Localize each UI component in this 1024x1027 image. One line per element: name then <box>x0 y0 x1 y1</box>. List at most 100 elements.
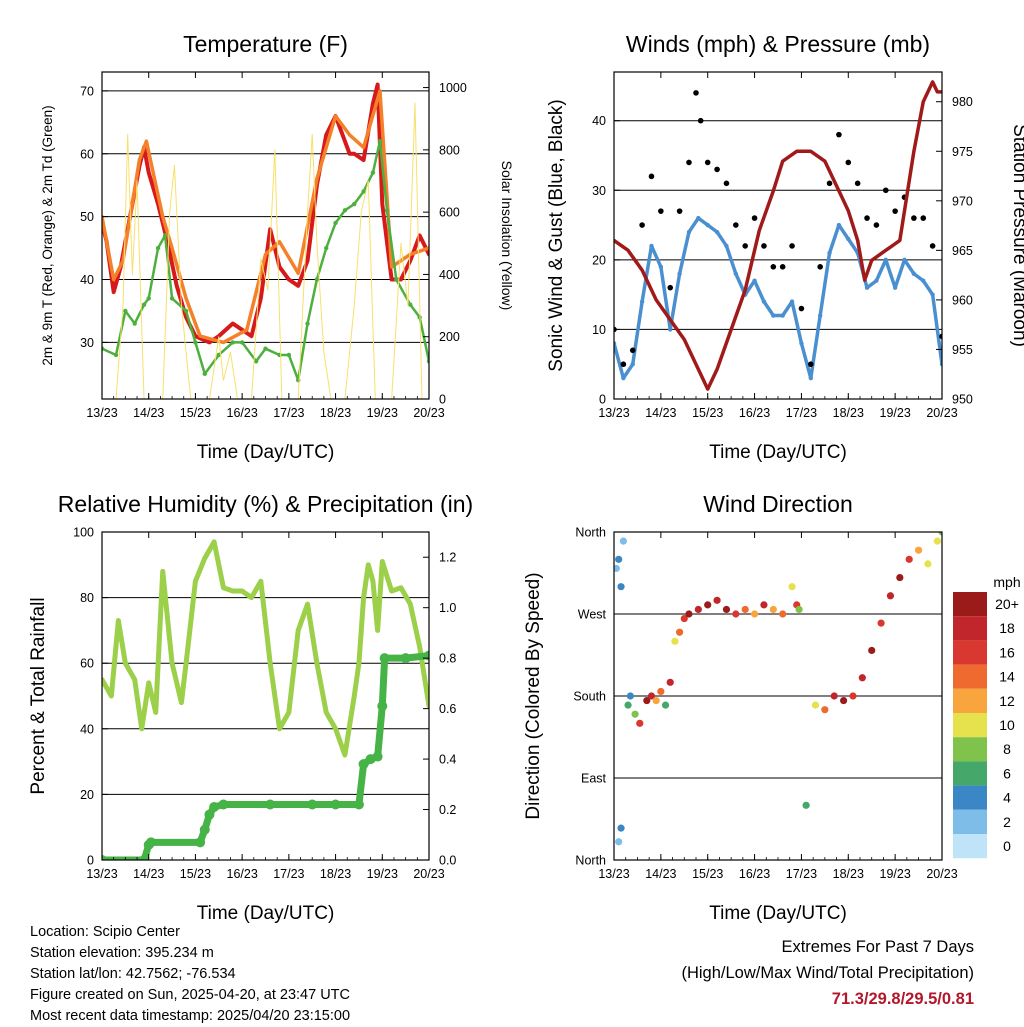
extremes-subtitle: (High/Low/Max Wind/Total Precipitation) <box>681 964 974 982</box>
wind-point <box>827 250 832 256</box>
direction-point <box>795 605 803 614</box>
legend-swatch <box>953 640 987 665</box>
chart-humidity: 13/23 14/23 15/23 16/23 17/23 18/23 19/23 20/23… <box>28 491 473 924</box>
legend-label: 18 <box>999 620 1015 636</box>
dewpoint-point <box>169 296 175 301</box>
direction-point <box>671 637 679 645</box>
x-tick-label: 14/23 <box>133 406 164 420</box>
y2-tick-label: 800 <box>439 143 460 157</box>
legend-swatch <box>953 592 987 617</box>
x-tick-label: 16/23 <box>227 867 258 881</box>
direction-point <box>802 801 810 809</box>
series-group <box>614 532 942 846</box>
chart-winds: 13/23 14/23 15/23 16/23 17/23 18/23 19/23 20/23… <box>546 31 1024 463</box>
gust-point <box>723 180 730 187</box>
precip-point <box>353 799 364 810</box>
legend-label: 2 <box>1003 814 1011 830</box>
y2-tick-label: 970 <box>952 194 973 208</box>
x-tick-label: 17/23 <box>273 406 304 420</box>
precip-point <box>209 802 220 813</box>
temp9m-series-line <box>102 89 429 345</box>
station-latlon: Station lat/lon: 42.7562; -76.534 <box>30 966 236 982</box>
wind-point <box>799 341 804 346</box>
precip-point <box>139 855 150 860</box>
direction-point <box>666 678 674 686</box>
x-tick-label: 17/23 <box>786 867 817 881</box>
figure-created: Figure created on Sun, 2025-04-20, at 23… <box>30 987 350 1003</box>
y2-tick-label: 980 <box>952 95 973 109</box>
x-tick-label: 16/23 <box>739 406 770 420</box>
x-tick-label: 18/23 <box>320 867 351 881</box>
x-tick-label: 17/23 <box>786 406 817 420</box>
wind-point <box>686 229 692 235</box>
y2-tick-label: 950 <box>952 393 973 407</box>
x-axis-label: Time (Day/UTC) <box>197 903 335 924</box>
gust-point <box>939 333 942 340</box>
dewpoint-point <box>394 277 399 282</box>
x-tick-label: 18/23 <box>320 406 351 420</box>
direction-point <box>741 605 749 614</box>
dewpoint-point <box>361 189 366 194</box>
y-tick-label: 40 <box>80 722 94 736</box>
direction-point <box>933 537 941 545</box>
direction-point <box>760 601 768 609</box>
x-tick-label: 19/23 <box>367 867 398 881</box>
gust-point <box>658 208 664 214</box>
wind-point <box>864 285 870 290</box>
direction-point <box>840 696 848 705</box>
y-tick-label: 10 <box>592 323 606 337</box>
gust-point <box>733 222 739 228</box>
x-tick-label: 16/23 <box>739 867 770 881</box>
extremes-title: Extremes For Past 7 Days <box>781 938 974 956</box>
direction-point <box>722 605 731 614</box>
wind-point <box>846 236 851 242</box>
dewpoint-point <box>146 296 151 301</box>
dewpoint-point <box>305 321 310 326</box>
legend-label: 12 <box>999 693 1015 709</box>
gust-point <box>798 305 805 312</box>
series-group <box>614 80 942 391</box>
direction-point <box>631 710 639 718</box>
legend-swatch <box>953 713 987 738</box>
x-tick-label: 20/23 <box>926 406 957 420</box>
legend-swatch <box>953 737 987 762</box>
dewpoint-point <box>342 208 348 213</box>
direction-point <box>676 628 684 636</box>
y-tick-label: North <box>575 854 606 868</box>
dewpoint-point <box>202 371 207 377</box>
direction-point <box>914 546 923 554</box>
series-group <box>102 539 429 860</box>
legend-label: 16 <box>999 644 1015 660</box>
gust-point <box>873 222 880 228</box>
dewpoint-point <box>324 245 329 251</box>
dewpoint-point <box>408 302 413 307</box>
wind-point <box>724 243 729 249</box>
y-tick-label: 60 <box>80 147 94 161</box>
x-tick-label: 19/23 <box>367 406 398 420</box>
rh-series-line <box>102 539 429 758</box>
legend-swatch <box>953 834 987 859</box>
dewpoint-point <box>132 321 137 326</box>
x-tick-label: 14/23 <box>645 406 676 420</box>
direction-point <box>647 692 656 700</box>
y2-tick-label: 0.4 <box>439 753 456 767</box>
y2-tick-label: 0.8 <box>439 652 456 666</box>
x-tick-label: 14/23 <box>133 867 164 881</box>
y-tick-label: 20 <box>80 788 94 802</box>
legend-label: 8 <box>1003 741 1011 757</box>
wind-point <box>892 285 898 290</box>
direction-point <box>868 646 876 655</box>
wind-point <box>911 271 917 276</box>
y-tick-label: West <box>578 608 607 622</box>
chart-direction: 13/23 14/23 15/23 16/23 17/23 18/23 19/23 20/23… <box>523 491 958 924</box>
wind-point <box>836 222 842 228</box>
precip-point <box>372 751 383 762</box>
precip-point <box>330 799 341 810</box>
direction-point <box>619 537 627 545</box>
gust-point <box>864 215 870 221</box>
dewpoint-point <box>377 138 383 144</box>
x-tick-label: 15/23 <box>180 406 211 420</box>
y2-tick-label: 0 <box>439 393 446 407</box>
y2-axis-label: Solar Insolation (Yellow) <box>499 161 515 311</box>
